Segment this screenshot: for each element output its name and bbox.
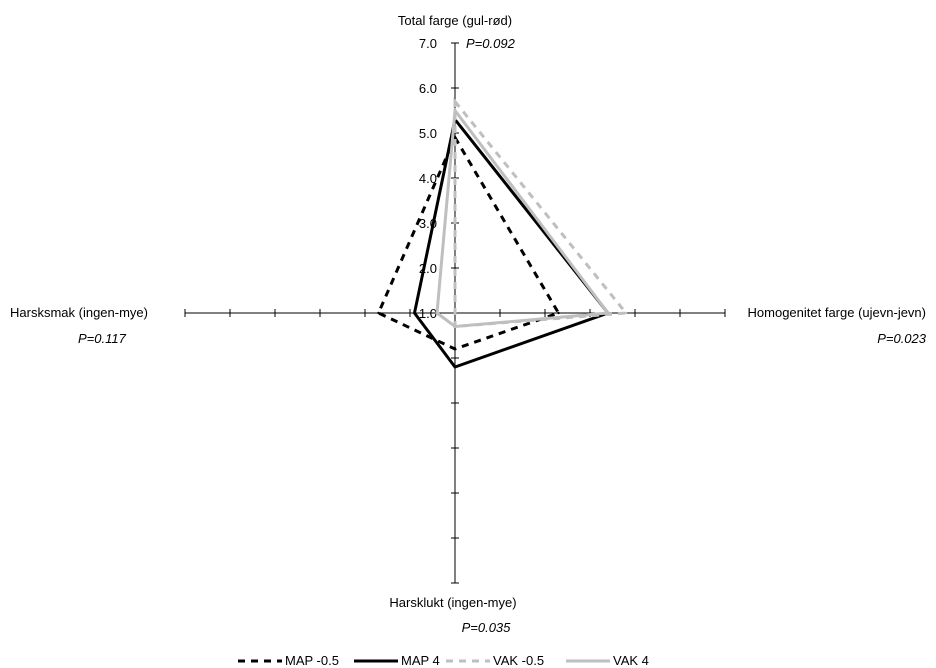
series-line-vak-0-5 bbox=[453, 97, 629, 329]
data-point bbox=[624, 311, 628, 315]
p-value-harsklukt: P=0.035 bbox=[462, 620, 512, 635]
data-point bbox=[453, 311, 457, 315]
data-point bbox=[377, 311, 380, 315]
p-value-harsksmak: P=0.117 bbox=[78, 331, 127, 346]
axis-label-total-farge: Total farge (gul-rød) bbox=[398, 13, 512, 28]
legend-label-map-4: MAP 4 bbox=[401, 653, 440, 668]
data-point bbox=[453, 365, 457, 369]
axis-label-harsksmak: Harsksmak (ingen-mye) bbox=[10, 305, 148, 320]
axes-layer bbox=[184, 42, 726, 584]
tick-label: 5.0 bbox=[419, 126, 437, 141]
data-point bbox=[453, 347, 457, 351]
axis-label-harsklukt: Harsklukt (ingen-mye) bbox=[389, 595, 516, 610]
data-point bbox=[413, 311, 416, 315]
p-value-total-farge: P=0.092 bbox=[466, 36, 516, 51]
legend-label-map-neg05: MAP -0.5 bbox=[285, 653, 339, 668]
data-point bbox=[557, 311, 560, 315]
legend-label-vak-neg05: VAK -0.5 bbox=[493, 653, 544, 668]
tick-label: 1.0 bbox=[419, 306, 437, 321]
p-value-homogenitet-farge: P=0.023 bbox=[877, 331, 927, 346]
data-point bbox=[435, 311, 439, 315]
legend: MAP -0.5 MAP 4 VAK -0.5 VAK 4 bbox=[238, 653, 649, 668]
data-point bbox=[453, 109, 457, 112]
series-line-vak-4 bbox=[435, 106, 611, 329]
series-line-map-0-5 bbox=[376, 134, 561, 351]
legend-label-vak-4: VAK 4 bbox=[613, 653, 649, 668]
data-point bbox=[453, 100, 457, 103]
tick-label: 6.0 bbox=[419, 81, 437, 96]
series-layer bbox=[376, 97, 629, 369]
data-point bbox=[606, 311, 610, 315]
axis-label-homogenitet-farge: Homogenitet farge (ujevn-jevn) bbox=[748, 305, 926, 320]
data-point bbox=[453, 325, 457, 328]
tick-label: 7.0 bbox=[419, 36, 437, 51]
tick-label: 4.0 bbox=[419, 171, 437, 186]
data-point bbox=[453, 136, 457, 139]
